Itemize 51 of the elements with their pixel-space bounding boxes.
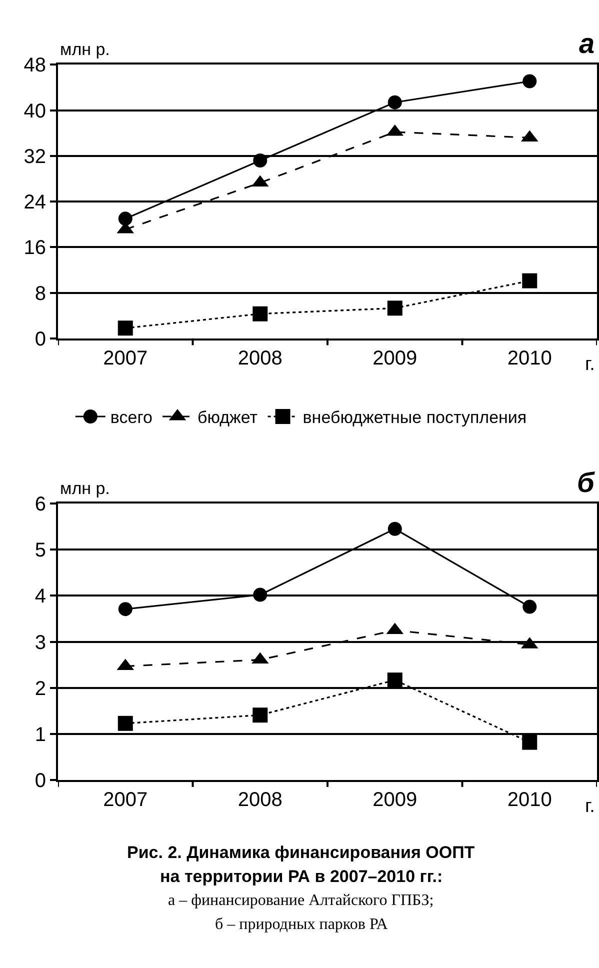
point	[522, 734, 538, 750]
text: Рис. 2. Динамика финансирования ООПТ	[127, 843, 476, 862]
y-tick-label: 24	[24, 192, 46, 214]
text: на территории РА в 2007–2010 гг.:	[160, 867, 443, 886]
y-tick-label: 4	[34, 586, 46, 608]
point	[252, 306, 268, 322]
chart-title: а	[579, 28, 595, 59]
x-tick-label: 2010	[507, 347, 552, 370]
x-tick-label: 2007	[103, 789, 148, 812]
y-axis-title: млн р.	[60, 40, 110, 59]
x-axis-title: г.	[585, 796, 595, 817]
x-tick-label: 2009	[372, 789, 418, 812]
x-tick-label: 2007	[103, 347, 148, 370]
x-axis-title: г.	[585, 354, 595, 375]
y-tick-label: 48	[24, 54, 46, 77]
y-tick-label: 3	[34, 632, 46, 654]
y-tick-label: 8	[34, 282, 46, 305]
point	[252, 708, 268, 723]
point	[522, 273, 538, 288]
y-tick-label: 5	[34, 540, 46, 562]
x-tick-label: 2008	[238, 347, 282, 370]
y-tick-label: 40	[24, 100, 46, 122]
text: а – финансирование Алтайского ГПБЗ;	[168, 892, 434, 909]
point	[118, 320, 133, 336]
y-tick-label: 2	[34, 678, 46, 700]
x-tick-label: 2009	[372, 347, 418, 370]
chart-title: б	[577, 467, 595, 498]
point	[253, 153, 268, 168]
y-tick-label: 16	[24, 237, 46, 260]
point	[118, 602, 132, 616]
point	[253, 588, 268, 602]
point	[387, 300, 402, 316]
y-tick-label: 0	[34, 328, 46, 350]
y-tick-label: 32	[24, 146, 46, 168]
point	[118, 212, 132, 226]
x-tick-label: 2010	[507, 789, 552, 812]
y-tick-label: 0	[34, 770, 46, 792]
y-axis-title: млн р.	[60, 479, 110, 498]
legend-label: бюджет	[197, 408, 258, 428]
point	[522, 600, 537, 614]
y-tick-label: 1	[34, 724, 46, 746]
text: б – природных парков РА	[215, 916, 388, 933]
point	[118, 716, 133, 731]
point	[388, 522, 402, 536]
x-tick-label: 2008	[238, 789, 282, 812]
y-tick-label: 6	[34, 494, 46, 516]
legend-label: всего	[110, 408, 152, 428]
point	[388, 95, 402, 110]
point	[522, 74, 537, 88]
legend-label: внебюджетные поступления	[302, 408, 527, 428]
point	[387, 672, 402, 688]
